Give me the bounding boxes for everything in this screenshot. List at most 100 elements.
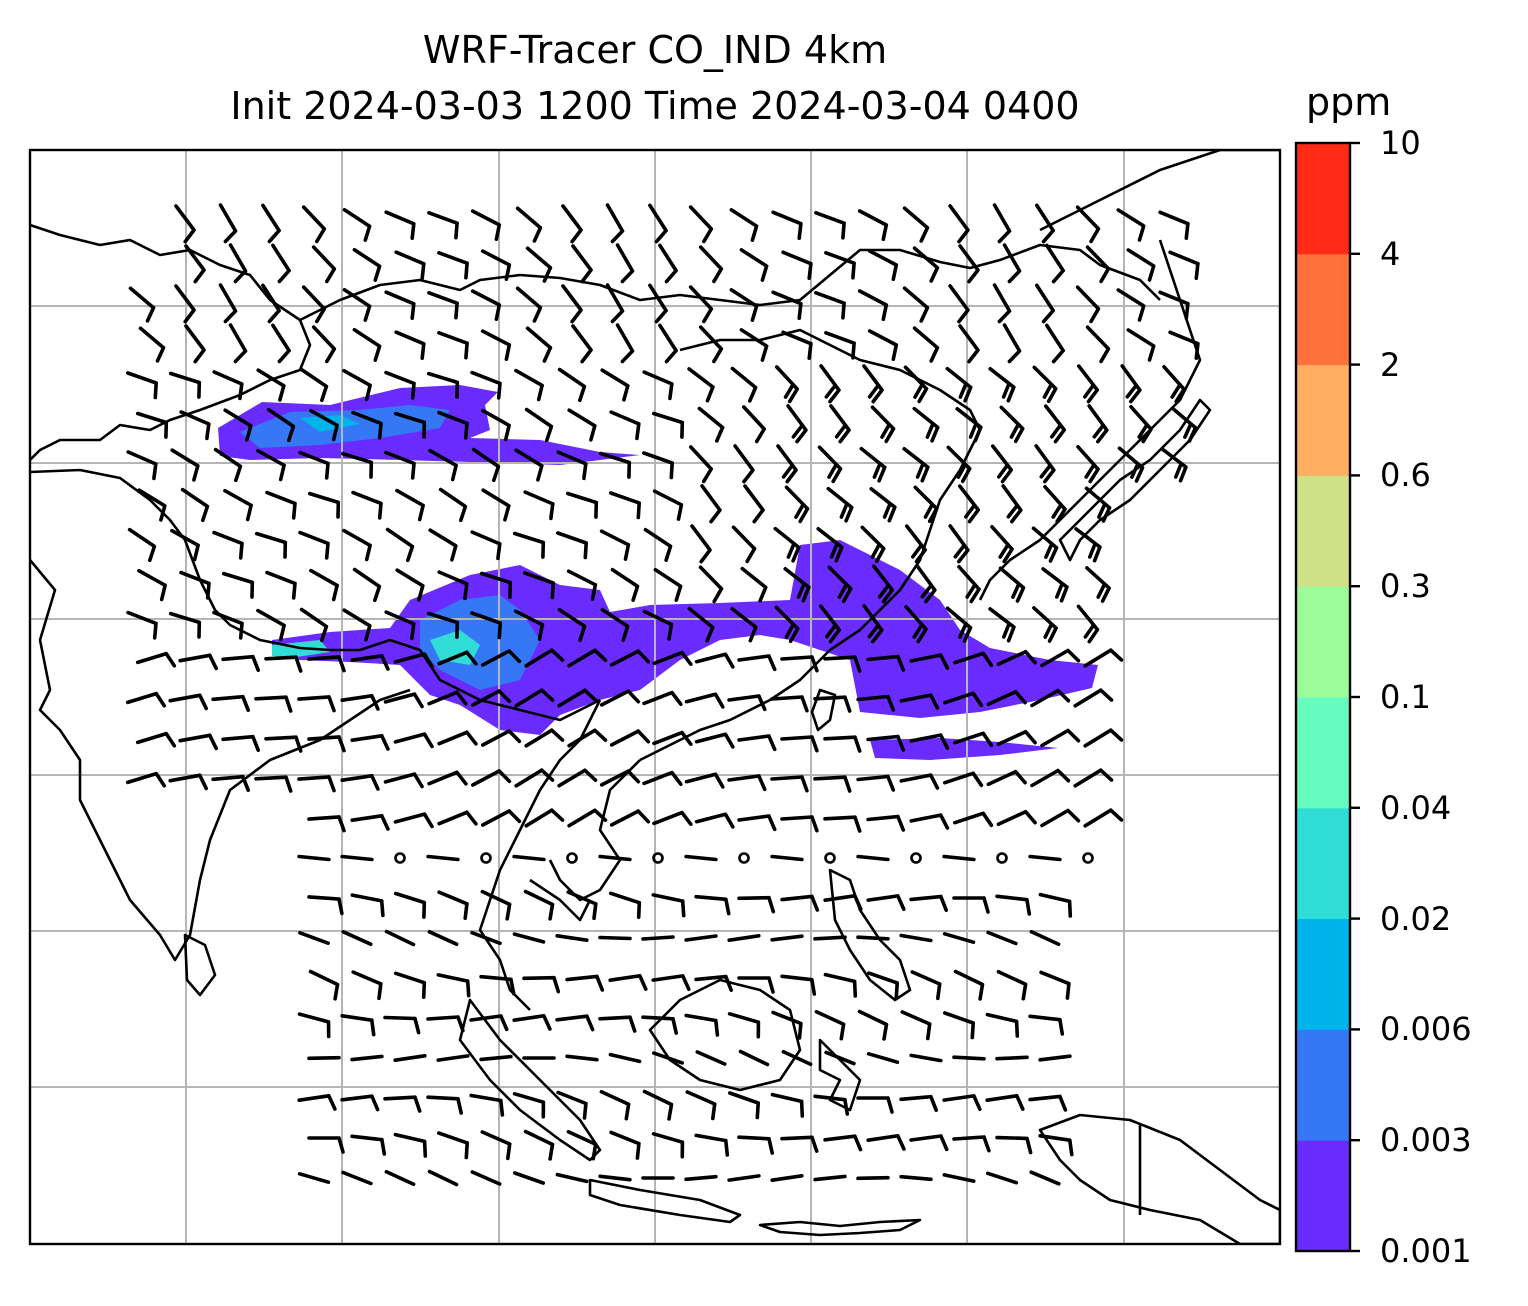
wind-barb <box>912 406 940 443</box>
wind-barb <box>393 652 434 669</box>
wind-barb <box>512 531 546 559</box>
wind-barb <box>298 530 330 560</box>
wind-barb <box>909 733 950 750</box>
wind-barb <box>694 894 731 916</box>
wind-barb <box>996 969 1028 1001</box>
wind-barb <box>819 604 841 644</box>
wind-barb <box>297 1094 337 1111</box>
wind-barb <box>523 889 555 921</box>
wind-barb <box>128 286 156 323</box>
wind-barb <box>738 1049 770 1067</box>
wind-barb <box>784 485 810 524</box>
colorbar-tick-label: 0.02 <box>1380 899 1452 938</box>
wind-barb <box>523 1129 555 1161</box>
wind-barb <box>742 405 766 444</box>
wind-barb <box>437 650 478 666</box>
wind-barb <box>513 609 545 641</box>
wind-barb <box>342 208 372 242</box>
wind-barb <box>866 1052 900 1064</box>
wind-barb <box>642 690 683 706</box>
wind-barb <box>955 407 983 443</box>
wind-barb <box>856 935 890 941</box>
wind-barb <box>1120 364 1142 404</box>
wind-barb <box>1043 485 1067 524</box>
sulawesi <box>818 1038 862 1112</box>
wind-barb <box>557 607 587 642</box>
wind-barb <box>350 1134 387 1156</box>
wind-barb <box>1032 365 1058 404</box>
wind-barb <box>813 935 847 941</box>
wind-barb <box>561 204 583 244</box>
wind-barb <box>781 330 813 360</box>
wind-barb <box>254 695 293 713</box>
wind-barb <box>437 810 478 826</box>
wind-barb <box>867 329 899 361</box>
wind-barb <box>1083 728 1124 748</box>
wind-barb <box>566 569 598 601</box>
wind-barb <box>436 1054 470 1062</box>
wind-barb <box>297 695 336 713</box>
wind-barb <box>598 935 632 941</box>
wind-barb <box>899 1094 938 1112</box>
wind-barb <box>557 367 587 403</box>
wind-barb <box>651 411 685 439</box>
wind-barb <box>857 1009 889 1041</box>
wind-barb <box>829 404 851 444</box>
wind-barb <box>942 854 976 862</box>
wind-barb <box>642 609 674 641</box>
wind-barb <box>221 571 255 599</box>
wind-barb <box>824 852 836 864</box>
wind-barb <box>174 204 196 244</box>
wind-barb <box>261 203 281 244</box>
wind-barb <box>261 283 281 324</box>
wind-barb <box>652 650 693 666</box>
wind-barb <box>658 243 678 284</box>
wind-barb <box>565 1054 599 1062</box>
wind-barb <box>731 525 757 564</box>
wind-barb <box>1034 444 1056 484</box>
wind-barb <box>567 728 608 748</box>
wind-barb <box>525 246 553 283</box>
colorbar-tick-label: 0.6 <box>1380 456 1431 495</box>
wind-barb <box>340 774 380 791</box>
wind-barb <box>1045 323 1065 364</box>
wind-barb <box>522 975 561 994</box>
wind-barb <box>480 329 512 361</box>
wind-barb <box>598 1015 637 1033</box>
wind-barb <box>1040 648 1081 668</box>
wind-barb <box>351 970 383 1001</box>
wind-barb <box>952 1135 991 1153</box>
colorbar-tick-label: 0.1 <box>1380 678 1431 716</box>
wind-barb <box>867 249 899 281</box>
wind-barb <box>866 814 906 832</box>
wind-barb <box>1073 768 1114 788</box>
wind-barb <box>351 410 383 440</box>
wind-barb <box>990 525 1014 564</box>
wind-barb <box>1084 486 1112 523</box>
wind-barb <box>213 447 243 483</box>
wind-barb <box>512 932 546 944</box>
wind-barb <box>557 688 598 708</box>
wind-barb <box>824 1050 856 1066</box>
wind-barb <box>991 444 1013 484</box>
wind-barb <box>738 852 750 864</box>
wind-barb <box>1085 325 1111 364</box>
wind-barb <box>395 488 425 522</box>
wind-barb <box>307 1055 341 1061</box>
wind-barb <box>600 368 630 402</box>
wind-barb <box>426 1015 465 1033</box>
wind-barb <box>340 694 380 711</box>
wind-barb <box>571 244 593 284</box>
wind-barb <box>651 974 691 991</box>
korea-japan-coast <box>978 239 1202 601</box>
wind-barb <box>1035 203 1055 244</box>
wind-barb <box>687 367 715 403</box>
wind-barb <box>350 814 390 831</box>
wind-barb <box>899 933 933 943</box>
colorbar-tick-label: 4 <box>1380 234 1401 273</box>
colorbar <box>1294 141 1360 1253</box>
wind-barb <box>912 326 940 363</box>
wind-barb <box>514 688 555 708</box>
wind-barb <box>137 568 167 602</box>
wind-barb <box>684 772 725 789</box>
